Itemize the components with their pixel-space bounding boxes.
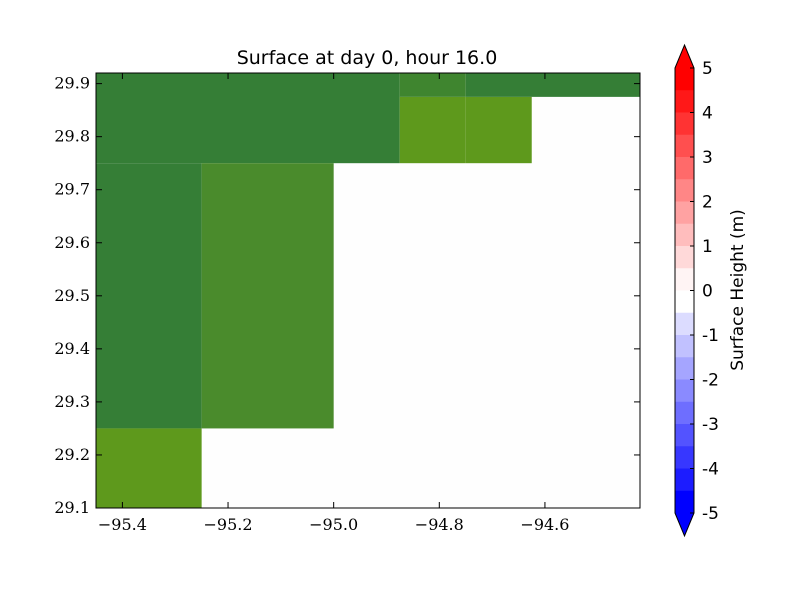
colorbar-tick-label: -2 (702, 371, 719, 391)
colorbar-segment-0 (675, 68, 694, 91)
y-tick-label: 29.6 (54, 233, 90, 252)
colorbar-tick-label: 5 (702, 59, 713, 79)
colorbar-segment-1 (675, 90, 694, 113)
colorbar-tick-label: -3 (702, 415, 719, 435)
chart-title: Surface at day 0, hour 16.0 (237, 47, 498, 69)
plot-frame (95, 72, 641, 509)
y-tick-label: 29.4 (54, 339, 90, 358)
y-tick-label: 29.2 (54, 445, 90, 464)
y-tick-label: 29.3 (54, 392, 90, 411)
heatmap-cell-0 (96, 73, 400, 164)
heatmap-cell-3 (96, 428, 202, 508)
x-tick-label: −94.8 (415, 515, 464, 534)
heatmap-cell-1 (96, 163, 202, 429)
colorbar-segment-3 (675, 134, 694, 158)
y-tick-label: 29.9 (54, 74, 90, 93)
colorbar-tick-label: 3 (702, 148, 713, 168)
colorbar-segment-5 (675, 179, 694, 202)
colorbar-segment-6 (675, 201, 694, 225)
colorbar-tick-label: 4 (702, 104, 713, 124)
y-tick-label: 29.1 (54, 498, 90, 517)
plot-area (95, 72, 641, 509)
colorbar-segment-9 (675, 268, 694, 291)
colorbar: 5 4 3 2 1 0 -1 -2 -3 -4 -5 (674, 43, 719, 538)
colorbar-tick-label: -1 (702, 326, 719, 346)
colorbar-segment-7 (675, 223, 694, 247)
colorbar-tick-label: 2 (702, 193, 713, 213)
heatmap-cell-5 (465, 96, 532, 164)
colorbar-tick-label: 0 (702, 282, 713, 302)
colorbar-label: Surface Height (m) (728, 209, 748, 371)
y-tick-label: 29.5 (54, 286, 90, 305)
colorbar-segment-16 (675, 424, 694, 447)
x-axis: −95.4 −95.2 −95.0 −94.8 −94.6 (98, 73, 569, 534)
colorbar-tick-label: -4 (702, 460, 719, 480)
x-tick-label: −95.2 (204, 515, 253, 534)
colorbar-segment-8 (675, 246, 694, 269)
colorbar-segment-14 (675, 379, 694, 403)
colorbar-segment-13 (675, 357, 694, 380)
colorbar-segment-12 (675, 335, 694, 358)
heatmap-cell-2 (201, 163, 334, 429)
colorbar-segment-4 (675, 157, 694, 180)
x-tick-label: −95.4 (98, 515, 147, 534)
y-tick-label: 29.8 (54, 127, 90, 146)
colorbar-segment-17 (675, 446, 694, 469)
colorbar-segment-11 (675, 312, 694, 336)
colorbar-segment-19 (675, 490, 694, 514)
colorbar-extend-min (675, 513, 694, 536)
x-tick-label: −94.6 (520, 515, 569, 534)
heatmap-cell-6 (399, 73, 466, 97)
heatmap-cell-7 (465, 73, 640, 97)
colorbar-segment-15 (675, 401, 694, 425)
colorbar-segment-10 (675, 290, 694, 314)
colorbar-tick-label: 1 (702, 237, 713, 257)
colorbar-segment-18 (675, 468, 694, 492)
colorbar-extend-max (675, 45, 694, 68)
heatmap-cell-4 (399, 96, 466, 164)
colorbar-tick-label: -5 (702, 504, 719, 524)
y-tick-label: 29.7 (54, 180, 90, 199)
y-axis: 29.1 29.2 29.3 29.4 29.5 29.6 29.7 29.8 29.9 (54, 74, 640, 517)
x-tick-label: −95.0 (309, 515, 358, 534)
colorbar-segment-2 (675, 112, 694, 136)
